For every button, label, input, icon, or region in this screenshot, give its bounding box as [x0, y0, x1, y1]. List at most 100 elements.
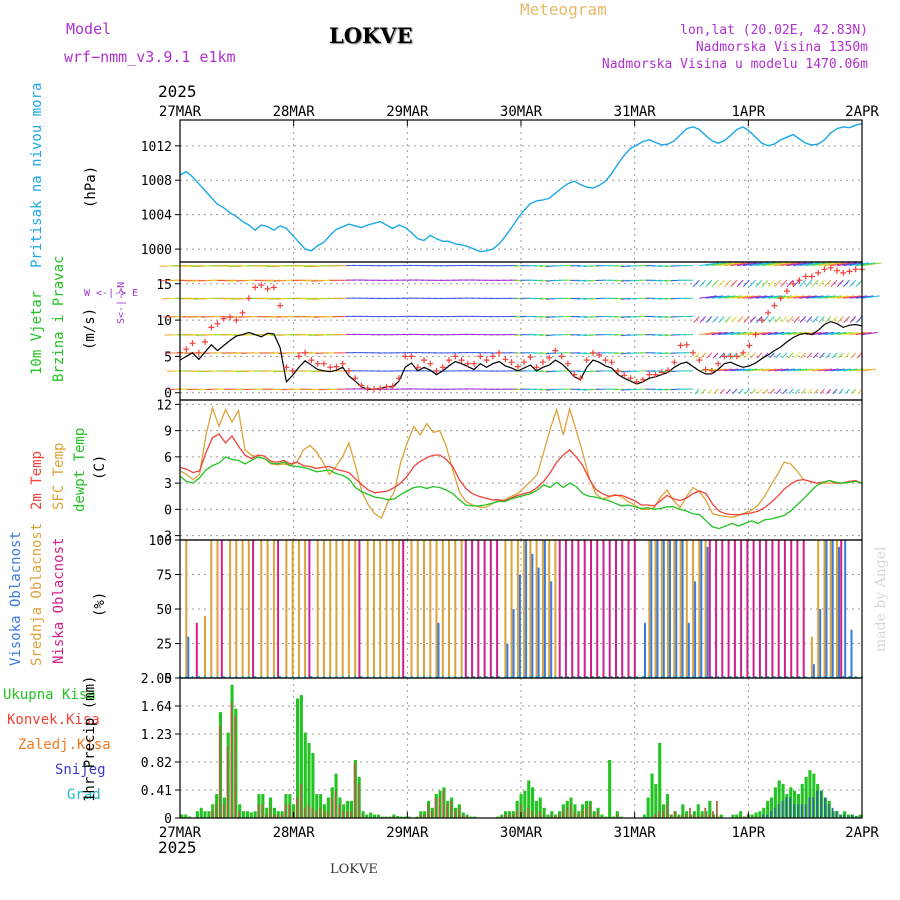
- wind-arrow: [705, 368, 720, 372]
- y-tick-label: 0: [164, 812, 172, 827]
- y-tick-label: 1000: [141, 243, 172, 258]
- wind-gust-marker: [564, 360, 571, 367]
- conv-rain-bar: [454, 811, 456, 818]
- temp2m-line: [179, 433, 863, 516]
- cloud-base-mark: [635, 676, 638, 678]
- high-cloud-bar: [518, 574, 521, 678]
- cloud-base-mark: [660, 676, 663, 678]
- y-tick-label: 0: [164, 503, 172, 518]
- conv-rain-bar: [796, 804, 799, 818]
- conv-rain-bar: [669, 814, 672, 818]
- wind-arrow: [788, 388, 794, 395]
- wind-arrow: [824, 262, 845, 267]
- wind-gust-marker: [483, 357, 490, 364]
- low-cloud-bar: [771, 540, 774, 678]
- high-cloud-bar: [681, 540, 684, 678]
- wind-arrow: [651, 370, 662, 372]
- model-altitude-label: Nadmorska Visina u modelu 1470.06m: [601, 57, 868, 72]
- conv-rain-bar: [238, 811, 240, 818]
- wind-arrow: [755, 262, 776, 267]
- low-cloud-bar: [220, 540, 223, 678]
- cloud-base-mark: [448, 676, 450, 678]
- wind-gust-marker: [746, 342, 753, 349]
- model-name: wrf−nmm_v3.9.1 e1km: [64, 48, 236, 66]
- mid-cloud-bar: [454, 540, 457, 678]
- wind-gust-marker: [333, 363, 340, 370]
- conv-rain-bar: [265, 814, 267, 818]
- mid-cloud-bar: [523, 540, 526, 678]
- conv-rain-bar: [704, 807, 707, 818]
- wind-arrow: [769, 388, 775, 395]
- wind-arrow: [836, 368, 851, 372]
- wind-gust-marker: [414, 364, 421, 371]
- high-cloud-bar: [644, 622, 646, 678]
- meteogram-title: Meteogram: [520, 0, 607, 19]
- wind-arrow: [830, 262, 851, 267]
- cloud-base-mark: [667, 676, 669, 678]
- total-rain-bar: [542, 807, 546, 818]
- total-rain-bar: [400, 816, 404, 818]
- mid-cloud-bar: [704, 540, 707, 678]
- low-cloud-bar: [727, 540, 730, 678]
- mid-cloud-bar: [660, 540, 663, 678]
- mid-cloud-bar: [423, 540, 425, 678]
- wind-arrow: [793, 295, 811, 299]
- conv-rain-bar: [434, 797, 437, 818]
- wind-gust-marker: [389, 383, 396, 390]
- wind-arrow: [844, 388, 850, 395]
- low-cloud-bar: [708, 540, 711, 678]
- wind-arrow: [658, 297, 669, 300]
- y-tick-label: 3: [164, 477, 172, 492]
- cloud-base-mark: [798, 676, 801, 678]
- wind-gust-marker: [665, 367, 671, 374]
- wind-arrow: [539, 297, 550, 300]
- conv-rain-bar: [615, 814, 618, 818]
- wind-arrow: [532, 316, 543, 318]
- wind-arrow: [811, 295, 830, 299]
- wind-arrow: [699, 262, 719, 267]
- conv-rain-bar: [858, 816, 861, 818]
- wind-gust-marker: [245, 295, 252, 302]
- mid-cloud-bar: [204, 615, 206, 678]
- conv-rain-bar: [585, 807, 587, 818]
- conv-rain-bar: [689, 807, 691, 818]
- wind-arrow: [843, 295, 861, 299]
- x-tick-label-top: 28MAR: [273, 104, 316, 120]
- wind-arrow: [806, 316, 813, 323]
- wind-gust-marker: [815, 269, 822, 276]
- cloud-base-mark: [804, 676, 807, 678]
- wind-gust-marker: [352, 375, 359, 382]
- wind-arrow: [651, 334, 662, 336]
- low-cloud-bar: [752, 540, 755, 678]
- y-tick-label: 1008: [141, 174, 172, 189]
- wind-arrow: [799, 368, 814, 372]
- wind-arrow: [819, 352, 825, 359]
- wind-arrow: [724, 316, 731, 323]
- wind-gust-marker: [502, 356, 509, 363]
- dewpoint-line: [179, 456, 863, 530]
- high-cloud-bar: [437, 622, 440, 678]
- cloud-base-mark: [610, 676, 613, 678]
- wind-arrow: [743, 316, 750, 323]
- cloud-base-mark: [654, 676, 657, 678]
- total-rain-bar: [238, 804, 242, 818]
- low-cloud-bar: [564, 540, 567, 678]
- wind-arrow: [725, 352, 731, 359]
- sfc-temp-line: [179, 405, 863, 520]
- wind-arrow: [749, 295, 768, 299]
- conv-rain-bar: [357, 783, 360, 818]
- cloud-base-mark: [529, 676, 532, 678]
- mid-cloud-bar: [535, 540, 538, 678]
- wind-gust-marker: [508, 359, 515, 366]
- wind-arrow: [718, 316, 725, 323]
- wind-arrow: [824, 331, 841, 336]
- conv-rain-bar: [565, 807, 568, 818]
- wind-gust-marker: [208, 324, 215, 331]
- wind-arrow: [774, 331, 791, 336]
- wind-arrow: [830, 279, 838, 288]
- wind-arrow: [614, 279, 625, 282]
- wind-arrow: [694, 388, 700, 395]
- conv-rain-bar: [847, 816, 849, 818]
- low-cloud-bar: [277, 540, 280, 678]
- cloud-base-mark: [573, 676, 576, 678]
